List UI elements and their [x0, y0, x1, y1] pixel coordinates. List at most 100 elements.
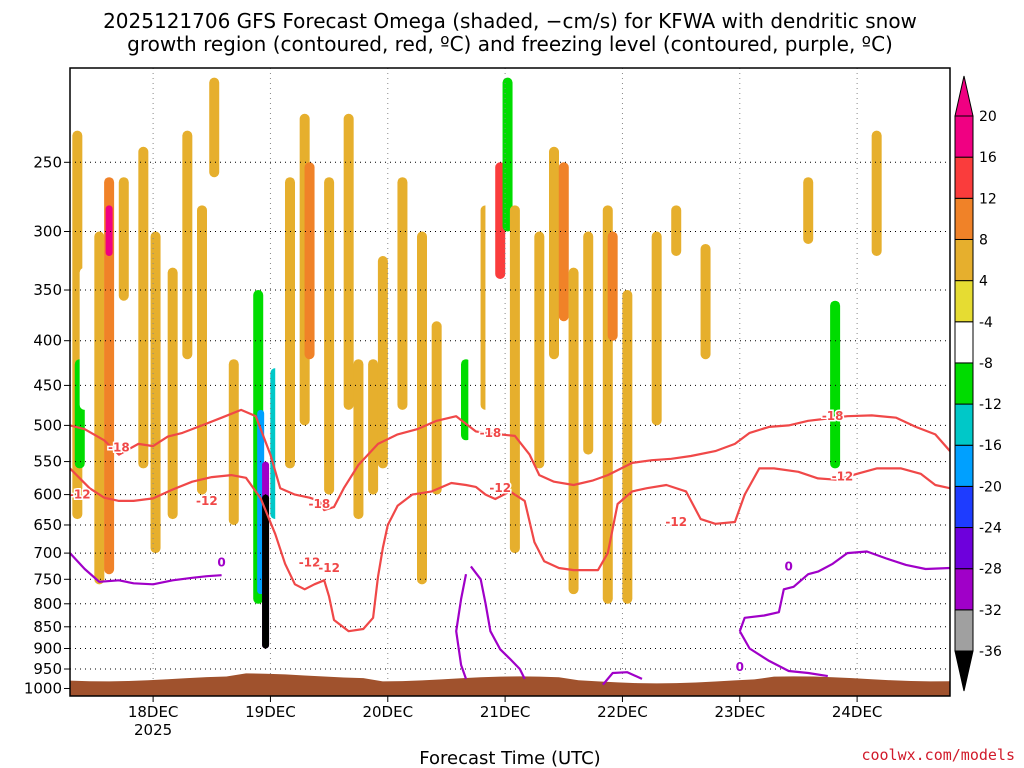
y-tick-label: 750	[33, 570, 62, 588]
omega-cell	[377, 256, 388, 469]
x-tick-label: 20DEC	[362, 703, 413, 721]
x-tick-label: 23DEC	[714, 703, 765, 721]
colorbar-label: -12	[979, 397, 1002, 413]
contour-fzl-0-c	[470, 565, 526, 680]
contour-label: -12	[196, 494, 218, 508]
omega-cell	[167, 267, 178, 520]
ground-fill	[70, 673, 950, 696]
x-tick-label: 19DEC	[245, 703, 296, 721]
colorbar-label: -28	[979, 562, 1002, 578]
y-tick-label: 700	[33, 544, 62, 562]
y-tick-label: 950	[33, 660, 62, 678]
contour-label: -12	[69, 488, 91, 502]
omega-cell	[197, 205, 207, 495]
omega-cell	[368, 359, 379, 495]
y-tick-label: 400	[33, 332, 62, 350]
colorbar-label: -16	[979, 438, 1002, 454]
omega-cell	[891, 146, 902, 268]
colorbar-swatch	[954, 238, 974, 282]
x-tick-label: 24DEC	[832, 703, 883, 721]
omega-cell	[118, 177, 129, 301]
colorbar-max-triangle	[954, 75, 974, 117]
omega-cell	[651, 231, 662, 426]
contour-fzl-0-d	[602, 671, 643, 686]
omega-cell	[431, 321, 442, 495]
contour-fzl-0-b	[455, 573, 468, 680]
contour-label: -12	[832, 469, 854, 483]
contour-fzl-0-f	[738, 630, 828, 678]
colorbar-label: -36	[979, 644, 1002, 660]
x-tick-label: 21DEC	[480, 703, 531, 721]
colorbar-swatch	[954, 485, 974, 529]
contour-label: -12	[299, 556, 321, 570]
colorbar-min-triangle	[954, 650, 974, 692]
omega-cell	[182, 130, 193, 360]
contour-fzl-0-a	[70, 552, 222, 586]
y-tick-label: 300	[33, 223, 62, 241]
plot-frame	[69, 67, 951, 697]
colorbar-swatch	[954, 197, 974, 240]
colorbar-label: 12	[979, 191, 997, 207]
contour-label: -12	[318, 561, 340, 575]
omega-cell	[871, 130, 882, 257]
contour-label: -12	[489, 481, 511, 495]
omega-cell	[94, 231, 105, 585]
omega-cell	[468, 267, 479, 554]
colorbar-swatch	[954, 115, 974, 158]
omega-cell	[558, 162, 569, 322]
omega-cell	[209, 77, 220, 178]
omega-cell	[524, 77, 535, 257]
chart-title-line-1: 2025121706 GFS Forecast Omega (shaded, −…	[103, 9, 917, 33]
y-tick-label: 800	[33, 595, 62, 613]
credit-text: coolwx.com/models	[861, 746, 1015, 764]
omega-cell	[700, 243, 711, 360]
y-tick-label: 250	[33, 153, 62, 171]
omega-cell	[940, 177, 950, 232]
colorbar-swatch	[954, 403, 974, 446]
omega-cell	[803, 177, 814, 244]
omega-cell	[671, 205, 682, 257]
contour-dgz-12	[70, 467, 950, 633]
omega-cell	[534, 231, 545, 469]
omega-cell	[262, 494, 270, 649]
y-axis: 250 300 350 400 450 500 550 600 650 700 750 800 850 9…	[24, 153, 70, 697]
omega-cell	[549, 146, 559, 360]
y-tick-label: 650	[33, 516, 62, 534]
y-tick-label: 350	[33, 281, 62, 299]
omega-cell	[861, 146, 872, 268]
y-tick-label: 1000	[24, 679, 62, 697]
chart-title-line-2: growth region (contoured, red, ºC) and f…	[127, 32, 893, 56]
contour-label: -18	[822, 409, 844, 423]
omega-cell	[509, 205, 520, 554]
contour-fzl-0-e	[738, 550, 950, 632]
colorbar-swatch	[954, 568, 974, 611]
omega-cell	[490, 340, 501, 665]
y-tick-label: 850	[33, 618, 62, 636]
colorbar-label: -8	[979, 356, 993, 372]
x-tick-label: 18DEC	[128, 703, 179, 721]
contour-label: 0	[784, 559, 792, 573]
contour-lines	[70, 408, 950, 686]
omega-cell	[150, 231, 161, 554]
omega-cell	[275, 77, 286, 673]
omega-cell	[734, 231, 745, 360]
omega-cell	[343, 113, 354, 410]
omega-shading	[72, 77, 950, 673]
omega-cell	[228, 359, 239, 525]
y-tick-label: 500	[33, 416, 62, 434]
colorbar-label: 20	[979, 109, 997, 125]
omega-cell	[104, 177, 115, 575]
contour-label: -18	[108, 441, 130, 455]
contour-label: -12	[665, 515, 687, 529]
colorbar-label: 4	[979, 274, 988, 290]
omega-cell	[583, 231, 594, 455]
y-tick-label: 900	[33, 639, 62, 657]
colorbar-label: 16	[979, 150, 997, 166]
colorbar-label: -20	[979, 479, 1002, 495]
contour-dgz-18	[70, 408, 950, 512]
omega-cell	[847, 113, 858, 178]
ground-layer	[70, 673, 950, 696]
x-tick-sublabel: 2025	[134, 721, 172, 739]
